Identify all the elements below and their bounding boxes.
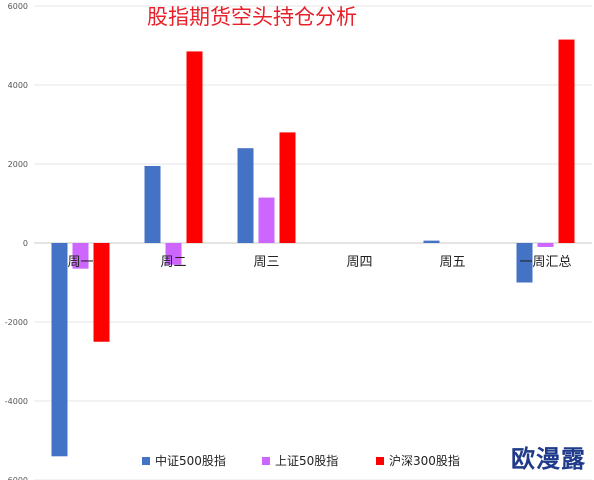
y-tick-label: -2000 xyxy=(5,318,28,327)
x-tick-label: 周四 xyxy=(346,255,372,270)
watermark-logo: 欧漫露 xyxy=(511,445,586,473)
x-tick-label: 周二 xyxy=(160,255,186,270)
y-tick-label: 6000 xyxy=(8,2,28,11)
bar-上证50股指-周三 xyxy=(258,197,275,243)
legend-label: 中证500股指 xyxy=(155,453,226,468)
y-tick-label: 0 xyxy=(23,239,28,248)
legend-swatch xyxy=(376,457,384,465)
bar-中证500股指-一周汇总 xyxy=(516,243,533,283)
bar-中证500股指-周二 xyxy=(144,165,161,243)
bar-上证50股指-一周汇总 xyxy=(537,243,554,247)
legend-label: 沪深300股指 xyxy=(389,453,460,468)
legend-swatch xyxy=(142,457,150,465)
legend-label: 上证50股指 xyxy=(275,453,338,468)
bar-沪深300股指-周二 xyxy=(186,51,203,243)
bar-中证500股指-周一 xyxy=(51,243,68,457)
bar-沪深300股指-周一 xyxy=(93,243,110,342)
bar-沪深300股指-周三 xyxy=(279,132,296,243)
x-tick-label: 周一 xyxy=(67,255,93,270)
bars xyxy=(51,39,575,457)
bar-中证500股指-周五 xyxy=(423,240,440,243)
legend-swatch xyxy=(262,457,270,465)
y-tick-label: -4000 xyxy=(5,397,28,406)
x-tick-label: 周五 xyxy=(439,255,465,270)
y-tick-label: 2000 xyxy=(8,160,28,169)
axes: -6000 -4000 -2000 0 2000 4000 6000 周一 周二 周三 周四 周五 一周… xyxy=(5,2,572,480)
bar-沪深300股指-一周汇总 xyxy=(558,39,575,244)
chart-title: 股指期货空头持仓分析 xyxy=(147,5,357,29)
bar-中证500股指-周三 xyxy=(237,148,254,243)
y-tick-label: -6000 xyxy=(5,476,28,480)
legend: 中证500股指 上证50股指 沪深300股指 xyxy=(142,453,460,468)
x-tick-label: 一周汇总 xyxy=(519,255,571,270)
bar-上证50股指-周二 xyxy=(165,243,182,265)
x-tick-label: 周三 xyxy=(253,255,279,270)
bar-上证50股指-周一 xyxy=(72,243,89,269)
grid-lines xyxy=(34,5,592,480)
y-tick-label: 4000 xyxy=(8,81,28,90)
